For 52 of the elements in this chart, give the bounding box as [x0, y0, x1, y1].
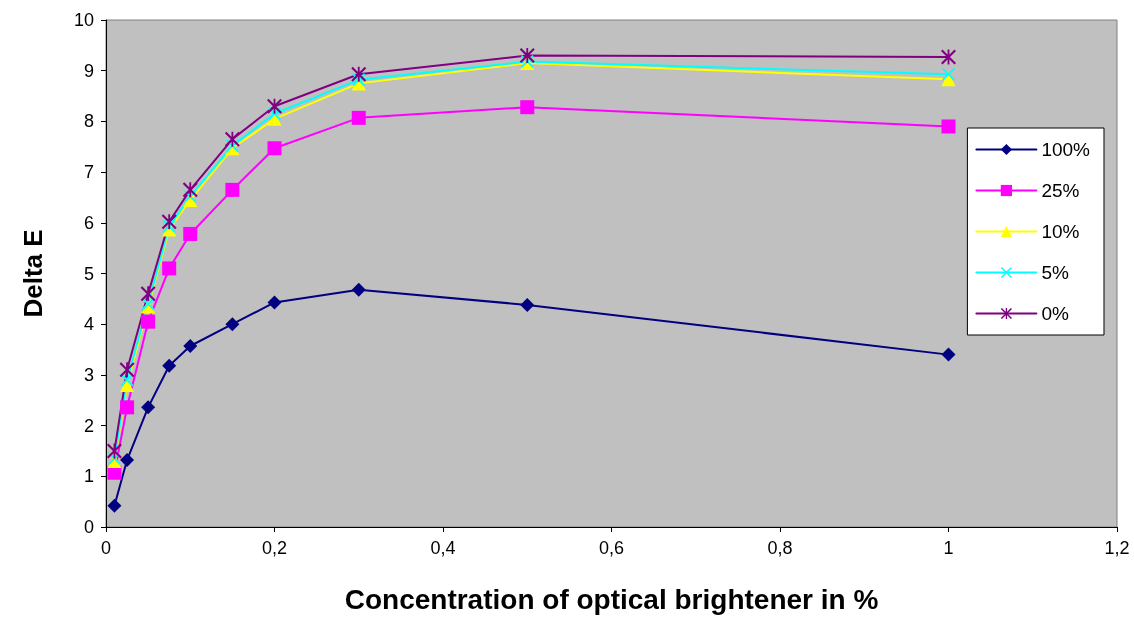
legend-label: 5%	[1041, 262, 1069, 283]
point	[162, 261, 177, 276]
x-tick-label: 1	[943, 538, 954, 558]
point	[120, 400, 135, 415]
x-axis-title: Concentration of optical brightener in %	[344, 583, 879, 615]
y-tick-label: 10	[73, 10, 94, 30]
point	[140, 286, 156, 302]
point	[351, 110, 366, 125]
legend-label: 100%	[1041, 139, 1091, 160]
point	[141, 314, 156, 329]
point	[351, 66, 367, 82]
point	[267, 295, 282, 310]
legend-label: 0%	[1041, 303, 1069, 324]
point	[225, 317, 240, 332]
y-tick-label: 8	[83, 111, 94, 132]
point	[119, 362, 135, 378]
point	[942, 67, 955, 81]
y-tick-label: 1	[83, 466, 94, 487]
legend-label: 25%	[1041, 180, 1080, 201]
y-tick-label: 2	[83, 415, 94, 436]
point	[161, 214, 177, 230]
y-axis-title: Delta E	[18, 229, 48, 318]
point	[141, 400, 156, 415]
point	[519, 47, 535, 63]
y-tick-label: 0	[83, 517, 94, 537]
x-tick-label: 0,6	[598, 538, 625, 558]
point	[183, 339, 198, 353]
y-tick-label: 7	[83, 162, 94, 183]
point	[225, 182, 240, 197]
x-tick-label: 0,4	[430, 538, 456, 558]
legend-label: 10%	[1041, 221, 1080, 242]
x-tick-label: 0,2	[261, 538, 288, 558]
point	[267, 141, 282, 156]
point	[120, 453, 135, 468]
point	[162, 358, 177, 373]
x-tick-label: 1,2	[1104, 538, 1130, 558]
point	[520, 100, 535, 115]
point	[183, 226, 198, 241]
y-tick-label: 3	[83, 364, 94, 385]
y-tick-label: 5	[83, 263, 94, 284]
point	[941, 347, 956, 362]
y-tick-label: 6	[83, 212, 94, 233]
point	[182, 182, 198, 198]
point	[224, 131, 240, 147]
x-tick-label: 0,8	[767, 538, 793, 558]
point	[941, 119, 956, 134]
y-tick-label: 4	[83, 314, 94, 335]
point	[520, 297, 535, 312]
point	[351, 282, 366, 297]
x-tick-label: 0	[100, 538, 112, 558]
y-tick-label: 9	[83, 60, 94, 81]
point	[107, 498, 122, 513]
